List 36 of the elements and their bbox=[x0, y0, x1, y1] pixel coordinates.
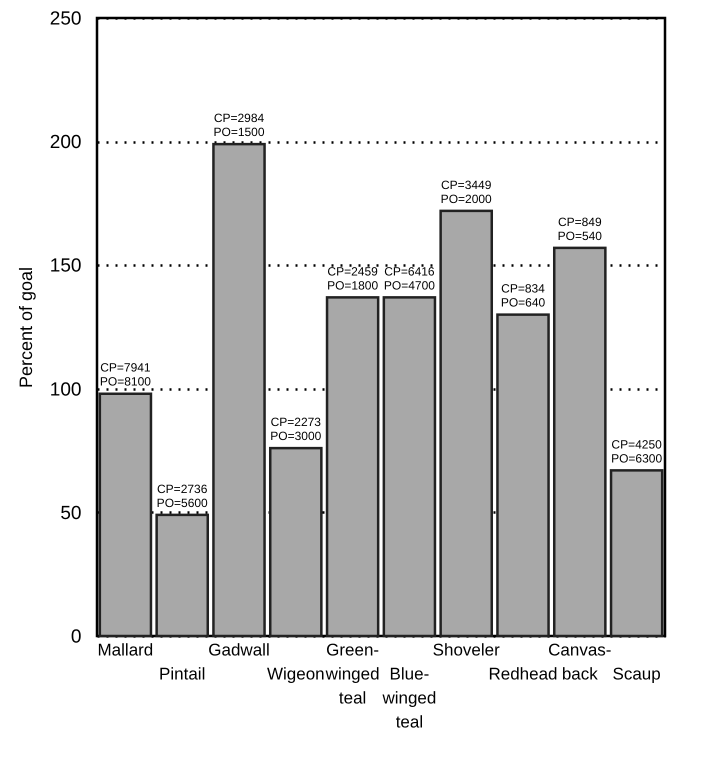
data-label: CP=6416 PO=4700 bbox=[384, 264, 436, 292]
y-tick-label: 100 bbox=[50, 379, 82, 400]
bar bbox=[212, 142, 266, 638]
bar bbox=[610, 469, 664, 638]
data-label: CP=2459 PO=1800 bbox=[327, 264, 378, 292]
x-tick-label: Wigeon bbox=[266, 664, 325, 684]
data-label: CP=834 PO=640 bbox=[500, 282, 546, 310]
data-label: CP=4250 PO=6300 bbox=[611, 437, 662, 466]
x-tick-label: Blue-winged teal bbox=[381, 664, 436, 732]
data-label: CP=2736 PO=5600 bbox=[156, 482, 208, 510]
x-tick-label: Pintail bbox=[159, 664, 206, 684]
x-tick-label: Mallard bbox=[98, 640, 154, 660]
y-tick-label: 150 bbox=[50, 256, 82, 277]
bar bbox=[382, 296, 436, 638]
y-tick-label: 200 bbox=[50, 132, 82, 154]
x-tick-label: Gadwall bbox=[208, 640, 270, 660]
data-label: CP=2984 PO=1500 bbox=[213, 111, 265, 140]
x-tick-label: Green-winged teal bbox=[324, 640, 380, 708]
bar bbox=[155, 514, 210, 638]
y-tick-label: 0 bbox=[70, 626, 82, 648]
data-label: CP=849 PO=540 bbox=[558, 214, 602, 243]
data-label: CP=3449 PO=2000 bbox=[440, 178, 492, 206]
x-tick-label: Scaup bbox=[612, 664, 661, 684]
bar bbox=[496, 313, 550, 638]
bar bbox=[98, 392, 152, 638]
x-tick-label: Shoveler bbox=[432, 640, 500, 660]
y-axis-title: Percent of goal bbox=[16, 266, 36, 388]
y-tick-label: 250 bbox=[50, 8, 82, 30]
bar bbox=[326, 296, 380, 638]
y-tick-label: 50 bbox=[60, 502, 82, 524]
bar bbox=[439, 210, 494, 638]
data-label: CP=7941 PO=8100 bbox=[100, 360, 152, 389]
bar bbox=[268, 446, 323, 638]
bar bbox=[552, 246, 607, 638]
x-tick-label: Redhead bbox=[488, 664, 558, 684]
data-label: CP=2273 PO=3000 bbox=[270, 415, 322, 444]
